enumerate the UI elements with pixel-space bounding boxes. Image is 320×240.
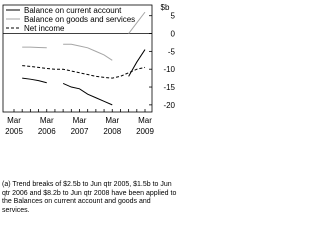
series-line	[22, 11, 146, 61]
plot-frame	[2, 4, 153, 113]
x-tick-label: Mar 2008	[103, 116, 121, 136]
y-tick-label: -20	[163, 101, 175, 110]
x-tick-label: Mar 2006	[38, 116, 56, 136]
y-tick-label: 5	[171, 12, 176, 21]
y-tick-label: -5	[168, 47, 176, 56]
series-line	[22, 65, 146, 79]
series-line	[22, 49, 146, 106]
y-tick-label: -10	[163, 65, 175, 74]
legend-label: Balance on goods and services	[24, 15, 135, 24]
x-tick-label: Mar 2005	[5, 116, 23, 136]
chart: $b 5 0 -5 -10 -15 -20 Mar 2005 Mar 2006 Mar 2007 Mar…	[2, 3, 176, 136]
y-tick-label: -15	[163, 83, 175, 92]
page: {"chart_data": {"type": "line", "y_unit"…	[2, 3, 177, 214]
legend-label: Net income	[24, 24, 65, 33]
footnote: (a) Trend breaks of $2.5b to Jun qtr 200…	[2, 181, 177, 214]
y-unit: $b	[161, 3, 170, 12]
x-tick-label: Mar 2009	[136, 116, 154, 136]
y-tick-label: 0	[171, 30, 176, 39]
x-tick-label: Mar 2007	[71, 116, 89, 136]
legend-label: Balance on current account	[24, 6, 122, 15]
